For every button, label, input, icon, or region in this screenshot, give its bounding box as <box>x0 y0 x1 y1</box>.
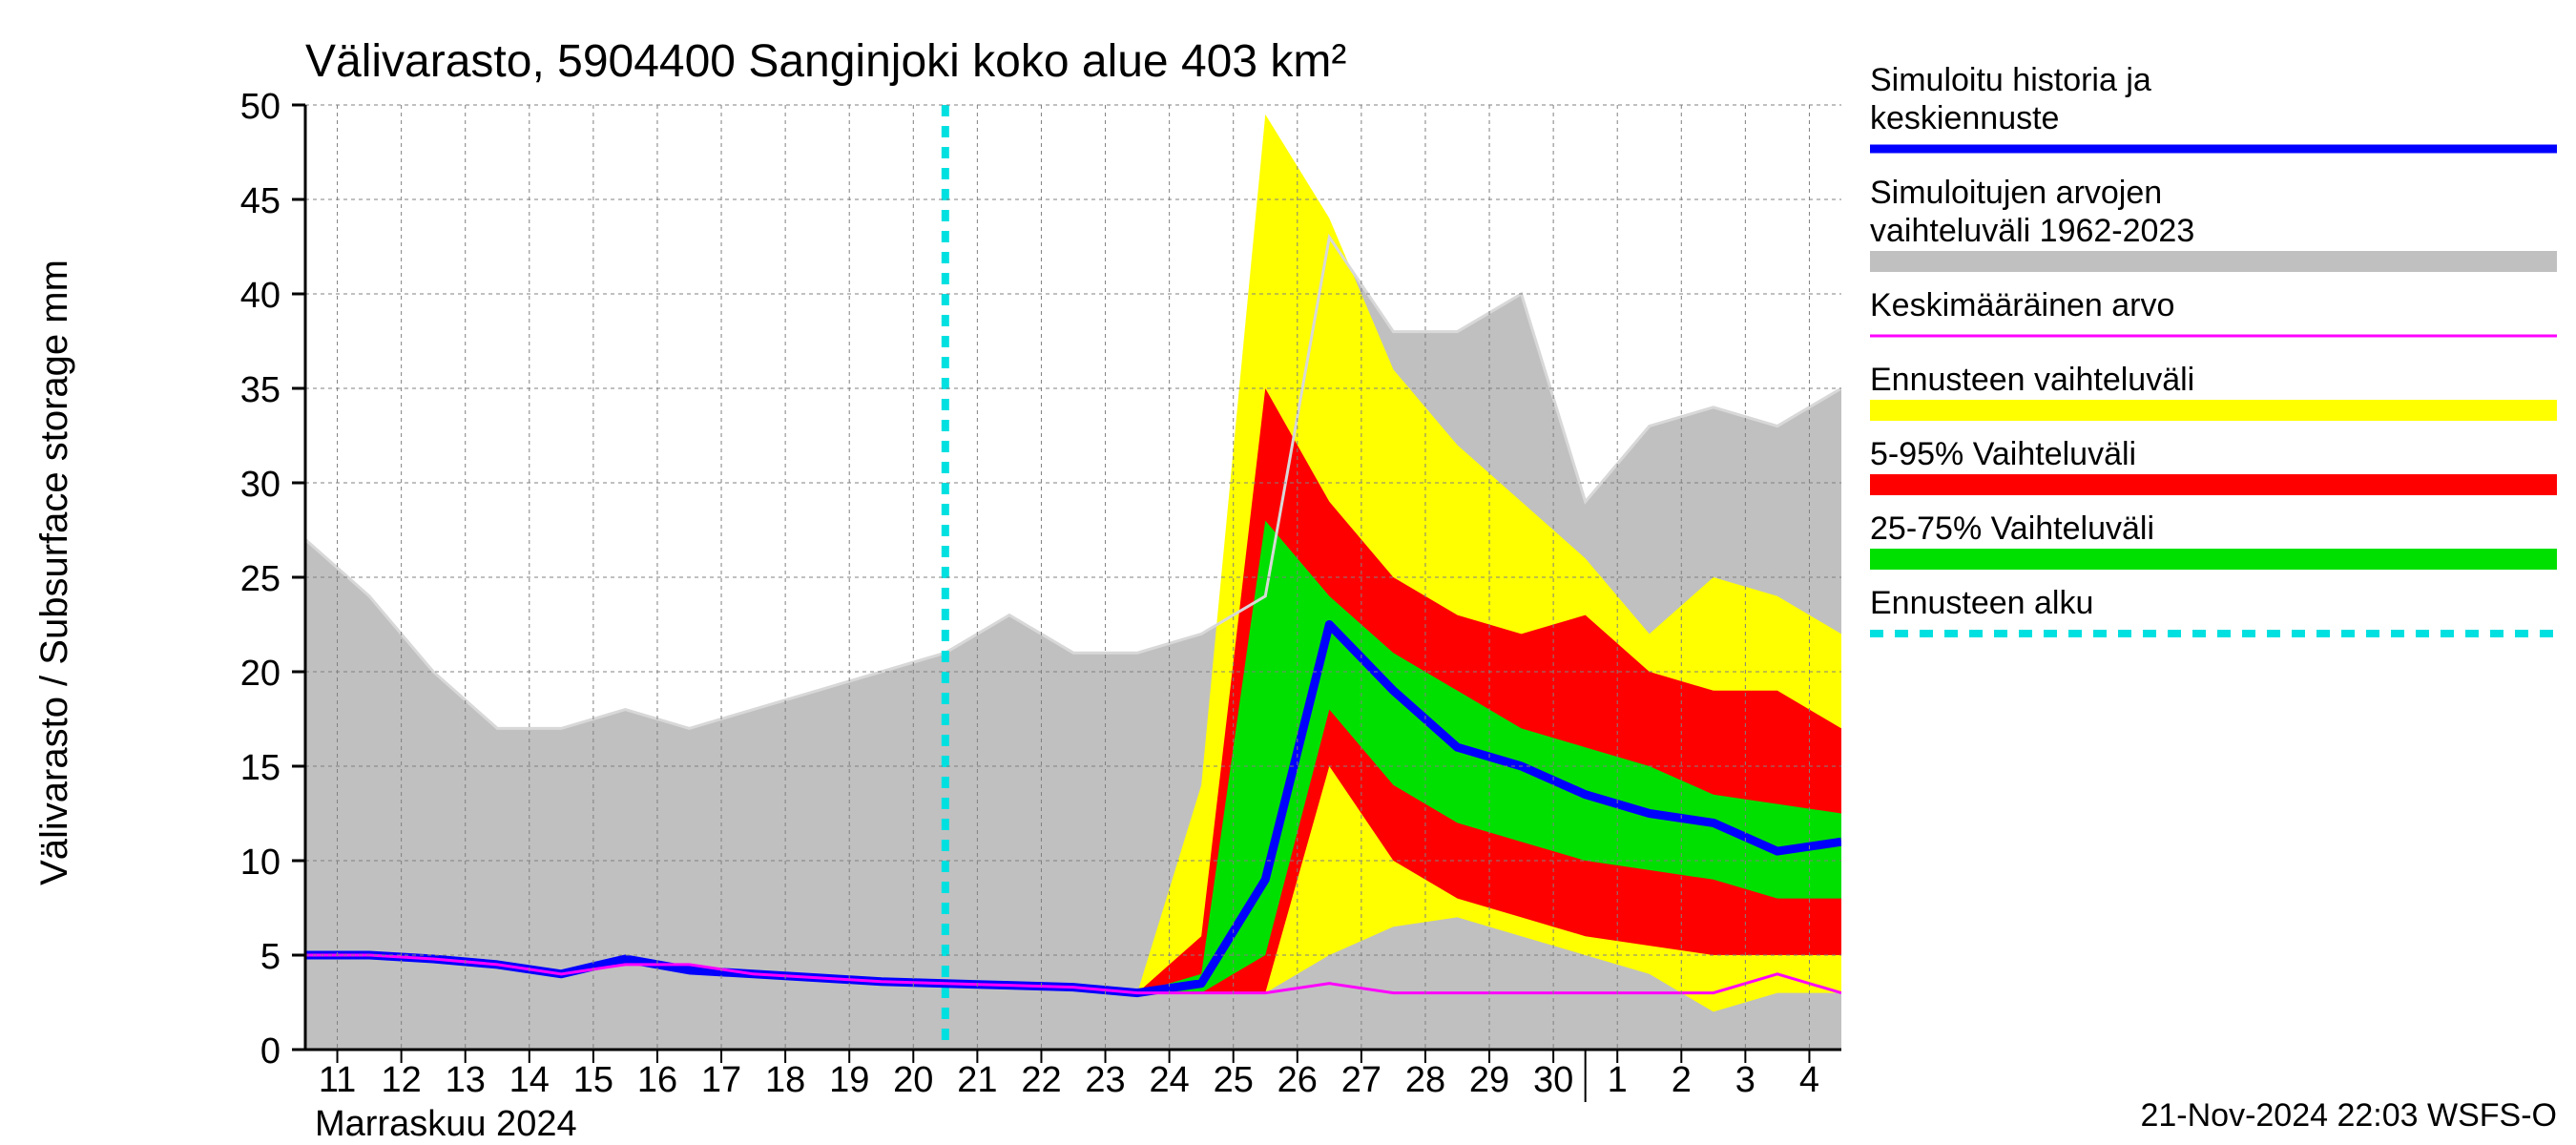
x-tick-label: 30 <box>1533 1060 1573 1100</box>
legend-swatch <box>1870 400 2557 421</box>
x-tick-label: 24 <box>1149 1060 1189 1100</box>
x-tick-label: 16 <box>637 1060 677 1100</box>
footer-timestamp: 21-Nov-2024 22:03 WSFS-O <box>2140 1097 2557 1134</box>
x-tick-label: 1 <box>1608 1060 1628 1100</box>
x-tick-label: 26 <box>1278 1060 1318 1100</box>
x-tick-label: 12 <box>381 1060 421 1100</box>
y-tick-label: 15 <box>240 748 280 788</box>
chart-svg: 0510152025303540455011121314151617181920… <box>0 0 2576 1145</box>
y-tick-label: 40 <box>240 276 280 316</box>
y-tick-label: 10 <box>240 843 280 883</box>
x-tick-label: 17 <box>701 1060 741 1100</box>
y-axis-label: Välivarasto / Subsurface storage mm <box>33 260 75 885</box>
x-tick-label: 3 <box>1735 1060 1755 1100</box>
x-tick-label: 27 <box>1341 1060 1381 1100</box>
legend-label: Simuloitu historia ja <box>1870 62 2151 98</box>
y-tick-label: 30 <box>240 465 280 505</box>
y-tick-label: 5 <box>260 937 280 977</box>
x-tick-label: 15 <box>573 1060 613 1100</box>
y-tick-label: 50 <box>240 87 280 127</box>
legend-label: Simuloitujen arvojen <box>1870 175 2162 211</box>
legend-label: Ennusteen alku <box>1870 585 2093 621</box>
x-tick-label: 13 <box>446 1060 486 1100</box>
x-tick-label: 25 <box>1214 1060 1254 1100</box>
legend-swatch <box>1870 474 2557 495</box>
x-tick-label: 19 <box>829 1060 869 1100</box>
x-tick-label: 20 <box>893 1060 933 1100</box>
legend-label: Ennusteen vaihteluväli <box>1870 362 2194 398</box>
x-tick-label: 11 <box>319 1060 356 1100</box>
x-tick-label: 2 <box>1672 1060 1692 1100</box>
legend-label: 25-75% Vaihteluväli <box>1870 510 2154 547</box>
x-tick-label: 4 <box>1799 1060 1819 1100</box>
x-tick-label: 22 <box>1021 1060 1061 1100</box>
y-tick-label: 35 <box>240 370 280 410</box>
y-tick-label: 45 <box>240 181 280 221</box>
legend-label: Keskimääräinen arvo <box>1870 287 2174 323</box>
y-tick-label: 25 <box>240 559 280 599</box>
x-tick-label: 29 <box>1469 1060 1509 1100</box>
x-tick-label: 21 <box>957 1060 997 1100</box>
legend-label: vaihteluväli 1962-2023 <box>1870 213 2194 249</box>
x-tick-label: 28 <box>1405 1060 1445 1100</box>
legend-label: 5-95% Vaihteluväli <box>1870 436 2136 472</box>
chart-title: Välivarasto, 5904400 Sanginjoki koko alu… <box>305 36 1346 87</box>
x-tick-label: 18 <box>765 1060 805 1100</box>
y-tick-label: 20 <box>240 654 280 694</box>
legend-swatch <box>1870 549 2557 570</box>
month-label-fi: Marraskuu 2024 <box>315 1104 577 1144</box>
legend-swatch <box>1870 251 2557 272</box>
legend-label: keskiennuste <box>1870 100 2059 136</box>
x-tick-label: 14 <box>509 1060 550 1100</box>
y-tick-label: 0 <box>260 1031 280 1072</box>
x-tick-label: 23 <box>1085 1060 1125 1100</box>
